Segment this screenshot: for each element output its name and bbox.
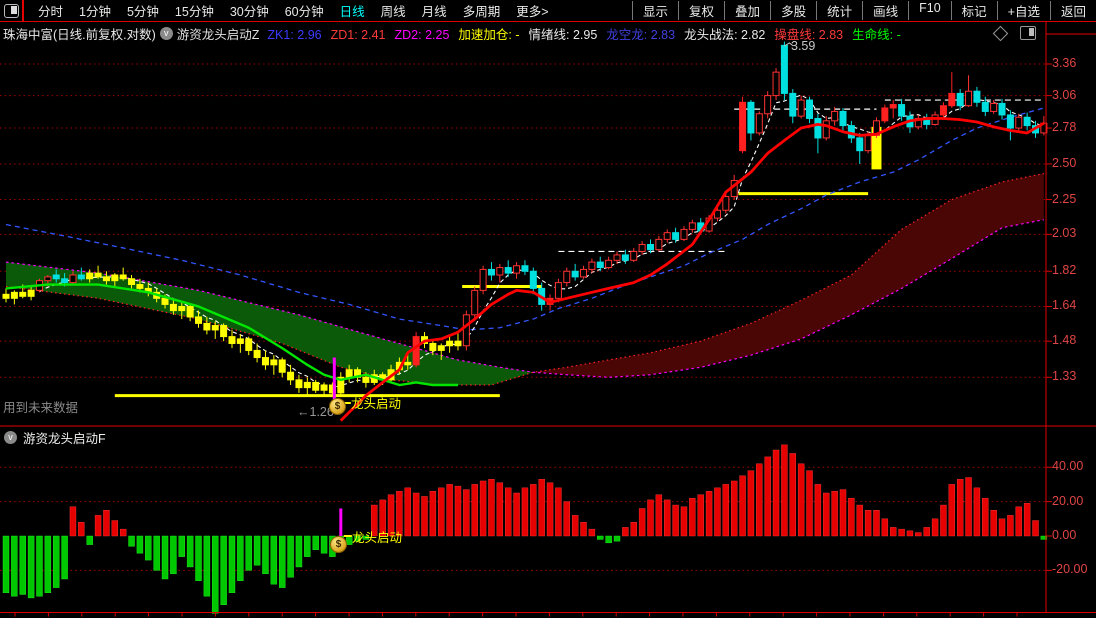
indicator-info-bar: 珠海中富(日线.前复权.对数) v 游资龙头启动Z ZK1: 2.96 ZD1: … <box>0 22 1096 44</box>
price-axis-label: 2.78 <box>1052 120 1077 135</box>
low-price-label: ←1.26 <box>297 405 334 419</box>
indicator-field: ZD1: 2.41 <box>330 27 386 42</box>
period-menu-item[interactable]: 周线 <box>380 5 406 19</box>
period-menu-item[interactable]: 15分钟 <box>174 5 214 19</box>
indicator-values: ZK1: 2.96 ZD1: 2.41 ZD2: 2.25 加速加仓: - 情绪线: 2… <box>267 24 909 43</box>
indicator-field: 情绪线: 2.95 <box>528 27 598 42</box>
price-axis-label: 2.03 <box>1052 226 1077 241</box>
price-axis-label: 1.33 <box>1052 369 1077 384</box>
price-axis-label: 1.48 <box>1052 333 1077 348</box>
indicator-field: 龙空龙: 2.83 <box>606 27 676 42</box>
period-menu-item[interactable]: 分时 <box>38 5 64 19</box>
dragon-start-signal-label: 龙头启动 <box>351 397 402 411</box>
period-menu-item[interactable]: 1分钟 <box>79 5 111 19</box>
period-menu-item[interactable]: 月线 <box>421 5 447 19</box>
indicator-name[interactable]: 游资龙头启动Z <box>176 27 260 42</box>
indicator-field: ZK1: 2.96 <box>267 27 322 42</box>
window-split-icon[interactable] <box>4 3 19 18</box>
indicator-field: 加速加仓: - <box>458 27 520 42</box>
price-axis-label: 3.06 <box>1052 87 1077 102</box>
sub-chart-header: v 游资龙头启动F <box>0 428 106 447</box>
chevron-down-icon[interactable]: v <box>4 431 17 444</box>
pane-split-icon[interactable] <box>1020 26 1036 40</box>
sub-axis-label: 20.00 <box>1052 493 1084 508</box>
toolbar-menu-item[interactable]: 多股 <box>770 1 816 20</box>
period-menu-item[interactable]: 多周期 <box>462 5 501 19</box>
period-menu-item[interactable]: 更多> <box>516 5 549 19</box>
period-menu-item[interactable]: 5分钟 <box>126 5 159 19</box>
price-axis-label: 3.36 <box>1052 55 1077 70</box>
menu-separator <box>22 0 24 21</box>
price-axis-label: 2.50 <box>1052 155 1077 170</box>
toolbar-menu-item[interactable]: 画线 <box>862 1 908 20</box>
period-menu: 分时 1分钟 5分钟 15分钟 30分钟 60分钟 日线 周线 月线 多周期 更多> <box>30 1 557 20</box>
toolbar-menu: 显示 复权 叠加 多股 统计 画线 F10 标记 +自选 返回 <box>632 1 1096 20</box>
dragon-start-signal-label-sub: 龙头启动 <box>352 531 403 545</box>
money-bag-icon: $ <box>330 536 347 553</box>
sub-chart-title[interactable]: 游资龙头启动F <box>23 432 106 446</box>
peak-price-label: 3.59 <box>791 39 816 53</box>
sub-axis-label: -20.00 <box>1052 562 1088 577</box>
period-menu-bar: 分时 1分钟 5分钟 15分钟 30分钟 60分钟 日线 周线 月线 多周期 更多> 显示 复权 叠加多… <box>0 0 1096 21</box>
price-axis-label: 1.64 <box>1052 298 1077 313</box>
toolbar-menu-item[interactable]: 返回 <box>1049 1 1096 20</box>
toolbar-menu-item[interactable]: 标记 <box>950 1 997 20</box>
period-menu-item[interactable]: 日线 <box>339 5 365 19</box>
corner-icons <box>992 25 1036 41</box>
price-axis-label: 1.82 <box>1052 263 1077 278</box>
indicator-field: 操盘线: 2.83 <box>774 27 844 42</box>
chevron-down-icon[interactable]: v <box>159 26 173 40</box>
toolbar-menu-item[interactable]: 复权 <box>678 1 724 20</box>
price-axis-label: 2.25 <box>1052 191 1077 206</box>
indicator-field: 龙头战法: 2.82 <box>684 27 766 42</box>
period-menu-item[interactable]: 60分钟 <box>284 5 324 19</box>
indicator-field: ZD2: 2.25 <box>394 27 450 42</box>
diamond-icon[interactable] <box>992 25 1009 41</box>
future-data-warning: 用到未来数据 <box>3 401 79 415</box>
toolbar-menu-item[interactable]: 叠加 <box>724 1 770 20</box>
toolbar-menu-item[interactable]: +自选 <box>996 1 1050 20</box>
toolbar-menu-item[interactable]: 统计 <box>816 1 862 20</box>
stock-title: 珠海中富(日线.前复权.对数) <box>3 27 156 42</box>
sub-axis-label: 40.00 <box>1052 459 1084 474</box>
toolbar-menu-item[interactable]: F10 <box>908 1 951 20</box>
period-menu-item[interactable]: 30分钟 <box>229 5 269 19</box>
indicator-field: 生命线: - <box>852 27 901 42</box>
sub-axis-label: 0.00 <box>1052 528 1077 542</box>
toolbar-menu-item[interactable]: 显示 <box>632 1 678 20</box>
money-bag-icon: $ <box>329 398 346 415</box>
